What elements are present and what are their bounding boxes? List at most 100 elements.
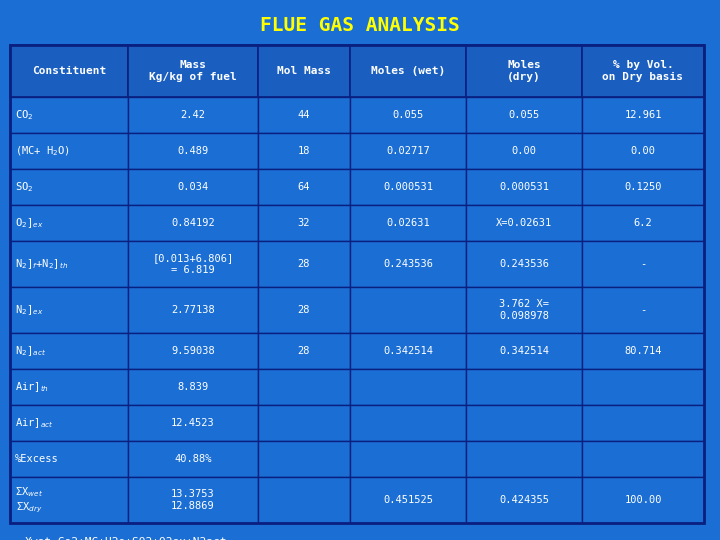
Bar — [258, 333, 350, 369]
Text: 0.84192: 0.84192 — [171, 218, 215, 228]
Text: -: - — [640, 259, 646, 269]
Bar — [582, 169, 704, 205]
Bar — [128, 45, 258, 97]
Bar — [582, 133, 704, 169]
Text: 28: 28 — [298, 259, 310, 269]
Text: 2.42: 2.42 — [181, 110, 205, 120]
Bar — [582, 477, 704, 523]
Text: % by Vol.
on Dry basis: % by Vol. on Dry basis — [603, 60, 683, 82]
Bar — [466, 205, 582, 241]
Bar — [582, 241, 704, 287]
Bar — [10, 369, 128, 405]
Bar — [582, 405, 704, 441]
Bar — [582, 287, 704, 333]
Bar — [258, 441, 350, 477]
Bar — [582, 205, 704, 241]
Bar — [350, 477, 466, 523]
Bar — [10, 333, 128, 369]
Bar — [258, 169, 350, 205]
Bar — [258, 241, 350, 287]
Text: SO$_2$: SO$_2$ — [15, 180, 33, 194]
Text: 80.714: 80.714 — [624, 346, 662, 356]
Text: 0.000531: 0.000531 — [383, 182, 433, 192]
Bar — [582, 333, 704, 369]
Text: 3.762 X=
0.098978: 3.762 X= 0.098978 — [499, 299, 549, 321]
Text: 28: 28 — [298, 305, 310, 315]
Bar — [466, 369, 582, 405]
Bar — [128, 97, 258, 133]
Text: %Excess: %Excess — [15, 454, 59, 464]
Bar — [10, 477, 128, 523]
Bar — [582, 45, 704, 97]
Bar — [10, 133, 128, 169]
Bar — [128, 369, 258, 405]
Bar — [128, 441, 258, 477]
Bar — [466, 287, 582, 333]
Text: 0.00: 0.00 — [511, 146, 536, 156]
Bar — [350, 405, 466, 441]
Text: Mass
Kg/kg of fuel: Mass Kg/kg of fuel — [149, 60, 237, 82]
Bar — [582, 441, 704, 477]
Text: Air]$_{act}$: Air]$_{act}$ — [15, 416, 53, 430]
Bar — [258, 369, 350, 405]
Bar — [350, 287, 466, 333]
Bar — [466, 169, 582, 205]
Bar — [128, 333, 258, 369]
Text: Air]$_{th}$: Air]$_{th}$ — [15, 380, 49, 394]
Text: 0.02631: 0.02631 — [386, 218, 430, 228]
Text: Moles
(dry): Moles (dry) — [507, 60, 541, 82]
Bar — [128, 133, 258, 169]
Text: CO$_2$: CO$_2$ — [15, 108, 33, 122]
Bar — [466, 441, 582, 477]
Text: 0.000531: 0.000531 — [499, 182, 549, 192]
Bar — [10, 205, 128, 241]
Text: 0.489: 0.489 — [177, 146, 209, 156]
Text: N$_2$]$_f$+N$_2$]$_{th}$: N$_2$]$_f$+N$_2$]$_{th}$ — [15, 257, 68, 271]
Bar — [128, 477, 258, 523]
Text: 6.2: 6.2 — [634, 218, 652, 228]
Text: 32: 32 — [298, 218, 310, 228]
Bar — [350, 441, 466, 477]
Bar — [10, 97, 128, 133]
Bar — [128, 405, 258, 441]
Bar — [258, 287, 350, 333]
Text: 0.00: 0.00 — [631, 146, 655, 156]
Bar — [466, 241, 582, 287]
Bar — [10, 45, 704, 523]
Text: N$_2$]$_{act}$: N$_2$]$_{act}$ — [15, 344, 46, 358]
Text: 0.02717: 0.02717 — [386, 146, 430, 156]
Text: 64: 64 — [298, 182, 310, 192]
Text: 0.055: 0.055 — [392, 110, 423, 120]
Text: X=0.02631: X=0.02631 — [496, 218, 552, 228]
Bar — [582, 369, 704, 405]
Text: 0.424355: 0.424355 — [499, 495, 549, 505]
Bar — [128, 287, 258, 333]
Bar — [350, 241, 466, 287]
Bar — [350, 333, 466, 369]
Bar — [258, 205, 350, 241]
Text: -: - — [640, 305, 646, 315]
Text: 0.243536: 0.243536 — [383, 259, 433, 269]
Text: 12.961: 12.961 — [624, 110, 662, 120]
Bar — [350, 169, 466, 205]
Bar — [350, 133, 466, 169]
Bar — [258, 133, 350, 169]
Text: 9.59038: 9.59038 — [171, 346, 215, 356]
Bar — [466, 477, 582, 523]
Bar — [10, 405, 128, 441]
Text: Mol Mass: Mol Mass — [277, 66, 331, 76]
Text: Xwet=Co2+MC+H2o+SO2+O2ex+N2act: Xwet=Co2+MC+H2o+SO2+O2ex+N2act — [25, 537, 228, 540]
Bar — [258, 405, 350, 441]
Bar — [10, 169, 128, 205]
Bar — [466, 333, 582, 369]
Bar — [466, 133, 582, 169]
Bar — [582, 97, 704, 133]
Text: FLUE GAS ANALYSIS: FLUE GAS ANALYSIS — [260, 16, 460, 35]
Bar — [466, 45, 582, 97]
Bar — [10, 241, 128, 287]
Text: 8.839: 8.839 — [177, 382, 209, 392]
Text: 13.3753
12.8869: 13.3753 12.8869 — [171, 489, 215, 511]
Bar — [466, 97, 582, 133]
Text: 2.77138: 2.77138 — [171, 305, 215, 315]
Bar — [258, 45, 350, 97]
